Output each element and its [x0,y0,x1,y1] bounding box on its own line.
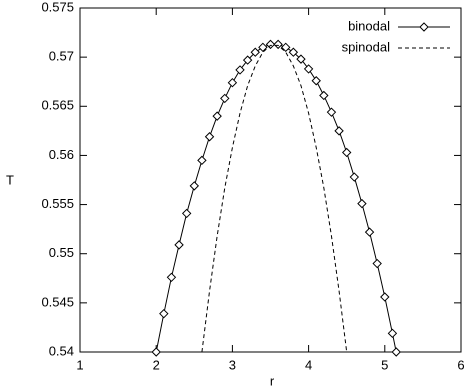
point-marker [212,111,222,121]
x-tick-label: 4 [305,357,312,372]
legend-label: binodal [348,18,390,33]
point-marker [258,42,268,53]
point-marker [181,208,192,219]
point-marker [341,147,352,158]
x-tick-label: 5 [381,357,388,372]
point-marker [204,132,215,142]
y-tick-label: 0.54 [49,343,74,358]
point-marker [189,181,200,191]
point-marker [174,240,184,250]
legend-marker [419,22,429,32]
y-tick-label: 0.57 [49,49,74,64]
point-marker [166,272,177,283]
x-tick-label: 6 [457,357,464,372]
point-marker [387,328,398,339]
series-line [201,44,348,353]
point-marker [319,90,329,101]
y-tick-label: 0.545 [41,294,74,309]
y-axis-label: T [6,172,14,187]
series-line [155,43,397,353]
point-marker [349,172,360,182]
point-marker [220,93,230,104]
y-tick-label: 0.555 [41,196,74,211]
point-marker [227,77,238,88]
legend-label: spinodal [342,39,391,54]
point-marker [380,292,390,302]
point-marker [242,55,253,65]
point-marker [288,47,299,57]
point-marker [364,227,375,237]
y-tick-label: 0.565 [41,98,74,113]
point-marker [197,155,207,166]
point-marker [250,47,260,57]
point-marker [357,198,367,209]
point-marker [273,39,283,50]
point-marker [391,347,401,357]
point-marker [372,258,382,269]
y-tick-label: 0.55 [49,245,74,260]
x-tick-label: 3 [229,357,236,372]
y-tick-label: 0.56 [49,147,74,162]
point-marker [159,308,169,319]
point-marker [311,76,321,86]
point-marker [303,64,314,74]
point-marker [296,54,306,64]
point-marker [281,42,291,53]
x-tick-label: 1 [76,357,83,372]
x-tick-label: 2 [153,357,160,372]
point-marker [326,107,337,117]
point-marker [265,39,276,50]
point-marker [151,347,161,357]
point-marker [334,126,344,136]
plot-frame [79,7,462,353]
y-tick-label: 0.575 [41,0,74,14]
point-marker [235,65,245,75]
x-axis-label: r [270,373,275,388]
